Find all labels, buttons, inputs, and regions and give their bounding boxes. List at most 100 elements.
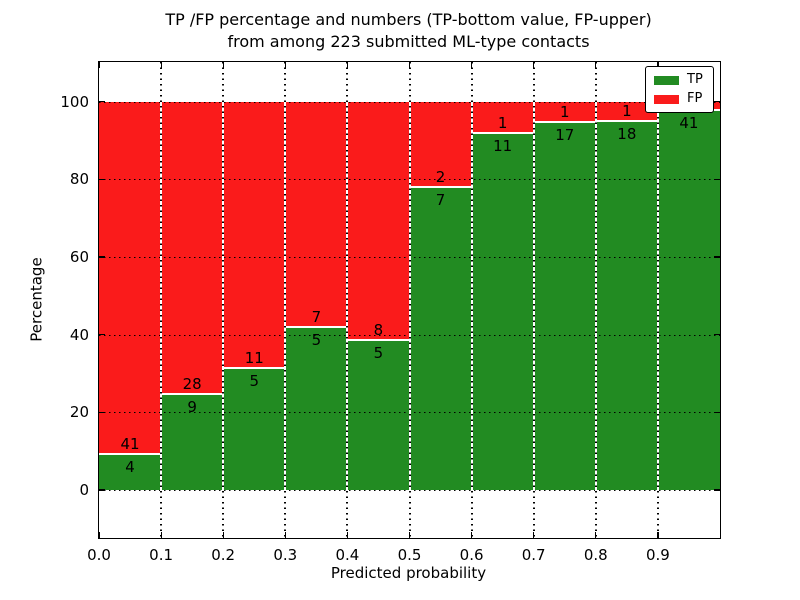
y-tick [99,256,105,258]
x-tick-label: 0.5 [397,546,422,564]
x-tick-top [657,62,659,68]
x-tick-top [284,62,286,68]
legend-label-fp: FP [687,91,703,106]
fp-count-label: 41 [120,435,140,454]
y-tick [99,333,105,336]
x-tick [471,532,473,538]
fp-count-label: 8 [373,320,384,339]
x-tick [408,532,411,538]
fp-count-label: 28 [182,375,202,394]
x-tick-label: 0.6 [459,546,484,564]
y-tick-label: 20 [69,403,89,422]
x-axis-label: Predicted probability [330,564,487,582]
v-gridline [160,62,163,538]
chart-title-line-2: from among 223 submitted ML-type contact… [227,32,590,51]
bar-tp-segment [347,340,410,490]
v-gridline [656,62,659,538]
legend-label-tp: TP [687,72,703,87]
y-tick [99,411,105,413]
x-tick-top [533,62,535,68]
y-tick-label: 60 [69,247,89,266]
bar-tp-segment [223,368,286,490]
y-tick-right [714,411,720,413]
legend-item-tp: TP [654,73,703,87]
bar-tp-segment [409,187,472,490]
tp-count-label: 9 [187,398,197,417]
x-tick-top [222,62,224,68]
bar-tp-segment [99,455,162,490]
bar-tp-segment [285,328,348,490]
fp-count-label: 1 [559,103,570,122]
x-tick [160,532,162,538]
x-tick [284,532,286,538]
y-tick-right [714,489,720,491]
x-tick [222,532,224,538]
fp-count-label: 1 [497,113,508,132]
x-tick-top [408,62,411,68]
fp-count-label: 1 [622,102,632,121]
x-tick-top [471,62,473,68]
plot-area: Percentage TP FP 41 4 28 9 11 5 7 5 8 5 2 7 1 11 1 17 1 1… [28,61,721,564]
tp-count-label: 7 [435,190,446,209]
x-tick [595,532,597,538]
legend-item-fp: FP [654,92,703,106]
x-tick [657,532,659,538]
y-tick-right [714,101,720,103]
y-tick [99,489,105,491]
x-tick-label: 0.1 [149,546,174,564]
tp-count-label: 5 [311,331,322,350]
x-tick-label: 0.9 [645,546,670,564]
y-tick-right [714,333,720,336]
tp-count-label: 5 [249,371,260,390]
x-tick-label: 0.4 [335,546,360,564]
v-gridline [222,62,225,538]
y-axis-label: Percentage [27,257,46,342]
bar-fp-segment [471,101,534,134]
legend: TP FP [645,66,714,113]
v-gridline [408,62,411,538]
x-tick-label: 0.2 [211,546,236,564]
bar-fp-segment [533,101,596,124]
bar-tp-segment [595,122,658,490]
y-tick-label: 40 [69,325,89,344]
bar-fp-segment [347,101,410,341]
bar-tp-segment [471,133,534,490]
y-tick-right [714,256,720,258]
bar-tp-segment [533,123,596,490]
y-tick-right [714,178,720,180]
tp-count-label: 17 [555,126,575,145]
x-tick-top [98,62,100,68]
y-tick-label: 100 [60,92,89,111]
v-gridline [284,62,287,538]
bar-fp-segment [409,101,472,188]
bar-fp-segment [99,101,162,456]
y-tick [99,101,105,103]
x-tick-top [346,62,349,68]
bar-fp-segment [161,101,224,396]
x-tick-label: 0.0 [87,546,111,564]
x-tick [98,532,100,538]
v-gridline [346,62,349,538]
bar-tp-segment [161,395,224,490]
fp-swatch-icon [654,94,679,104]
v-gridline [594,62,597,538]
x-tick-top [160,62,162,68]
x-tick-label: 0.7 [521,546,546,564]
v-gridline [470,62,473,538]
fp-count-label: 2 [435,167,446,186]
tp-count-label: 4 [125,458,135,477]
y-tick-label: 80 [69,170,89,189]
y-tick-label: 0 [79,480,89,499]
tp-count-label: 5 [373,343,384,362]
tp-count-label: 41 [679,113,699,132]
v-gridline [532,62,535,538]
tp-count-label: 18 [617,125,637,144]
tp-count-label: 11 [493,136,513,155]
chart-title-line-1: TP /FP percentage and numbers (TP-bottom… [165,10,652,29]
y-tick [99,178,105,180]
fp-count-label: 11 [244,348,264,367]
fp-count-label: 7 [311,308,322,327]
bar-fp-segment [285,101,348,329]
x-tick-top [595,62,597,68]
